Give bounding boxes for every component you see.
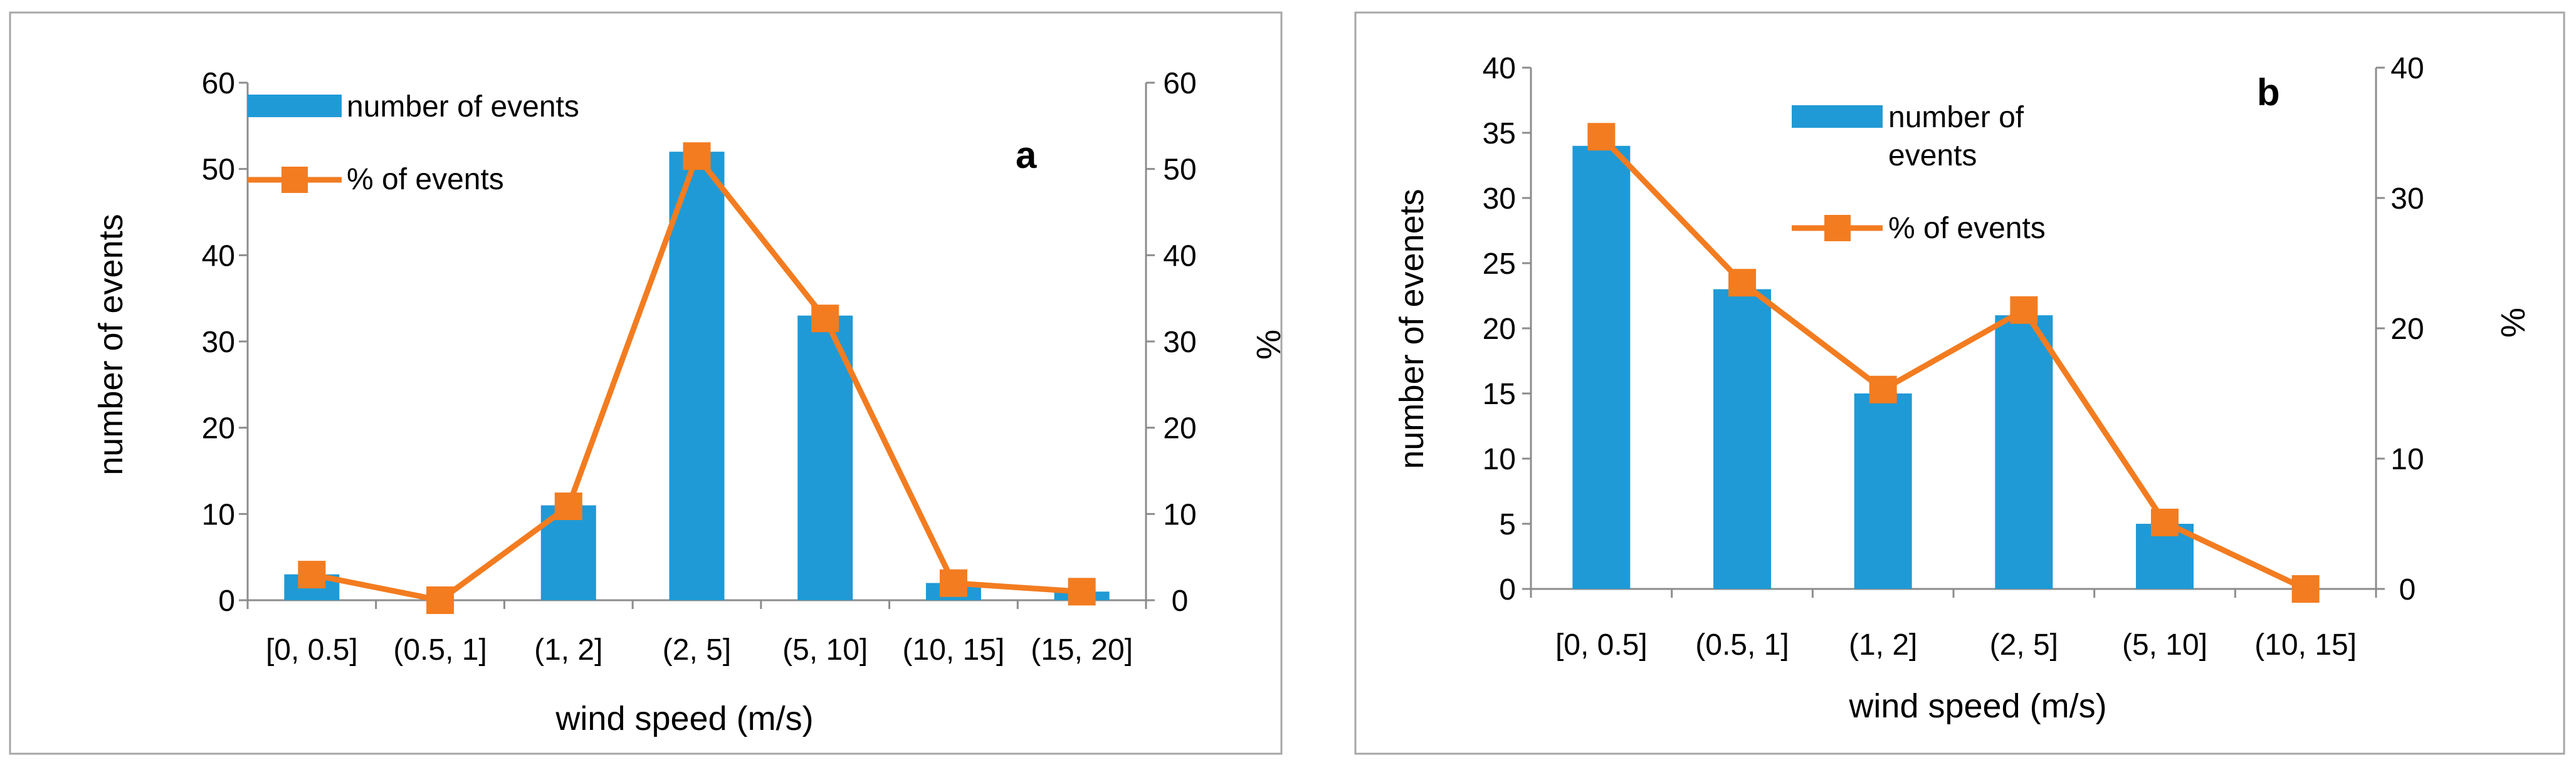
y-axis-title-b: number of evenets	[1393, 189, 1431, 469]
legend-swatch-bar-b	[1792, 105, 1883, 128]
y2-tick-label: 40	[2390, 52, 2424, 85]
line-marker	[1068, 578, 1096, 606]
legend-label-bar-a: number of events	[347, 90, 579, 123]
y2-tick-label: 10	[1163, 498, 1196, 531]
y-tick-label: 35	[1483, 117, 1516, 150]
x-tick-label: (10, 15]	[903, 633, 1005, 667]
y-tick-label: 0	[218, 585, 235, 618]
y-tick-label: 20	[202, 412, 235, 445]
y2-tick-label: 20	[2390, 313, 2424, 346]
bar	[1572, 145, 1631, 590]
y-tick-label: 30	[202, 326, 235, 359]
bar	[1995, 315, 2053, 589]
y2-tick-label: 30	[1163, 326, 1196, 359]
x-axis-a: [0, 0.5] (0.5, 1] (1, 2] (2, 5] (5, 10] (10, …	[246, 600, 1147, 667]
bar	[669, 152, 725, 601]
x-tick-label: (2, 5]	[1990, 628, 2058, 662]
line-marker	[2151, 508, 2179, 536]
legend-b: number of events % of events	[1792, 101, 2046, 245]
x-tick-label: (0.5, 1]	[1695, 628, 1789, 662]
legend-swatch-marker-b	[1824, 215, 1851, 241]
legend-label-bar-b-line1: number of	[1888, 101, 2024, 134]
bar	[1854, 393, 1912, 589]
x-tick-label: (2, 5]	[663, 633, 731, 667]
x-tick-label: (5, 10]	[2122, 628, 2207, 662]
y2-axis-title-a: %	[1249, 330, 1287, 360]
panel-label-b: b	[2257, 71, 2280, 113]
x-tick-label: [0, 0.5]	[266, 633, 358, 667]
y2-axis-title-b: %	[2494, 308, 2531, 338]
chart-panel-a: 0 10 20 30 40 50 60 0 10 20 30 40 50 60 [0, 0.5] (0.5…	[9, 11, 1287, 755]
y2-tick-label: 60	[1163, 67, 1196, 100]
y2-tick-label: 0	[1172, 585, 1189, 618]
y-tick-label: 10	[1483, 443, 1516, 476]
x-tick-label: (0.5, 1]	[393, 633, 486, 667]
chart-panel-b: 0 5 10 15 20 25 30 35 40 0 10 20 30 40 [0, 0.5] (0.5,…	[1354, 11, 2565, 755]
bar	[1713, 289, 1771, 589]
x-tick-label: [0, 0.5]	[1555, 628, 1648, 662]
y-axis-title-a: number of events	[92, 214, 130, 475]
y-axis-left-a: 0 10 20 30 40 50 60	[202, 67, 248, 618]
bar	[797, 315, 853, 600]
line-marker	[2291, 575, 2320, 603]
y2-tick-label: 20	[1163, 412, 1196, 445]
line-marker	[811, 304, 839, 333]
line-series-b	[1587, 123, 2320, 603]
line-marker	[298, 561, 326, 589]
y-axis-left-b: 0 5 10 15 20 25 30 35 40	[1483, 52, 1531, 606]
y-tick-label: 20	[1483, 313, 1516, 346]
y2-tick-label: 50	[1163, 154, 1196, 187]
line-marker	[554, 492, 582, 521]
y2-tick-label: 40	[1163, 239, 1196, 273]
line-marker	[2010, 296, 2038, 324]
x-axis-b: [0, 0.5] (0.5, 1] (1, 2] (2, 5] (5, 10] (10, …	[1530, 589, 2377, 662]
y-tick-label: 25	[1483, 247, 1516, 281]
line-marker	[426, 586, 455, 614]
legend-swatch-marker-a	[281, 167, 308, 193]
x-tick-label: (5, 10]	[782, 633, 868, 667]
y2-tick-label: 10	[2390, 443, 2424, 476]
legend-label-line-b: % of events	[1888, 212, 2046, 245]
y-tick-label: 40	[1483, 52, 1516, 85]
line-marker	[1728, 269, 1756, 297]
line-marker	[1587, 123, 1616, 151]
line-marker	[1869, 375, 1897, 403]
y-tick-label: 50	[202, 154, 235, 187]
x-tick-label: (10, 15]	[2254, 628, 2357, 662]
y2-tick-label: 0	[2399, 573, 2416, 606]
y-tick-label: 60	[202, 67, 235, 100]
bar-series-b	[1572, 145, 2194, 590]
legend-swatch-bar-a	[248, 95, 342, 117]
x-tick-label: (1, 2]	[534, 633, 602, 667]
line-marker	[939, 569, 967, 597]
line-series-a	[298, 142, 1096, 614]
legend-a: number of events % of events	[248, 90, 579, 196]
y-tick-label: 40	[202, 239, 235, 273]
x-axis-title-b: wind speed (m/s)	[1848, 687, 2106, 725]
y-axis-right-b: 0 10 20 30 40	[2376, 52, 2424, 606]
legend-label-bar-b-line2: events	[1888, 139, 1977, 172]
y-tick-label: 0	[1499, 573, 1516, 606]
legend-label-line-a: % of events	[347, 163, 504, 196]
y-tick-label: 10	[202, 498, 235, 531]
y-tick-label: 15	[1483, 378, 1516, 411]
percent-line	[1599, 135, 2307, 592]
panel-label-a: a	[1016, 134, 1037, 176]
chart-frame-b	[1354, 11, 2565, 755]
y2-tick-label: 30	[2390, 182, 2424, 216]
x-tick-label: (1, 2]	[1849, 628, 1917, 662]
y-tick-label: 30	[1483, 182, 1516, 216]
chart-frame-a	[9, 11, 1283, 755]
y-tick-label: 5	[1499, 508, 1516, 541]
x-axis-title-a: wind speed (m/s)	[555, 700, 813, 737]
x-tick-label: (15, 20]	[1031, 633, 1133, 667]
y-axis-right-a: 0 10 20 30 40 50 60	[1146, 67, 1197, 618]
line-marker	[683, 142, 711, 170]
